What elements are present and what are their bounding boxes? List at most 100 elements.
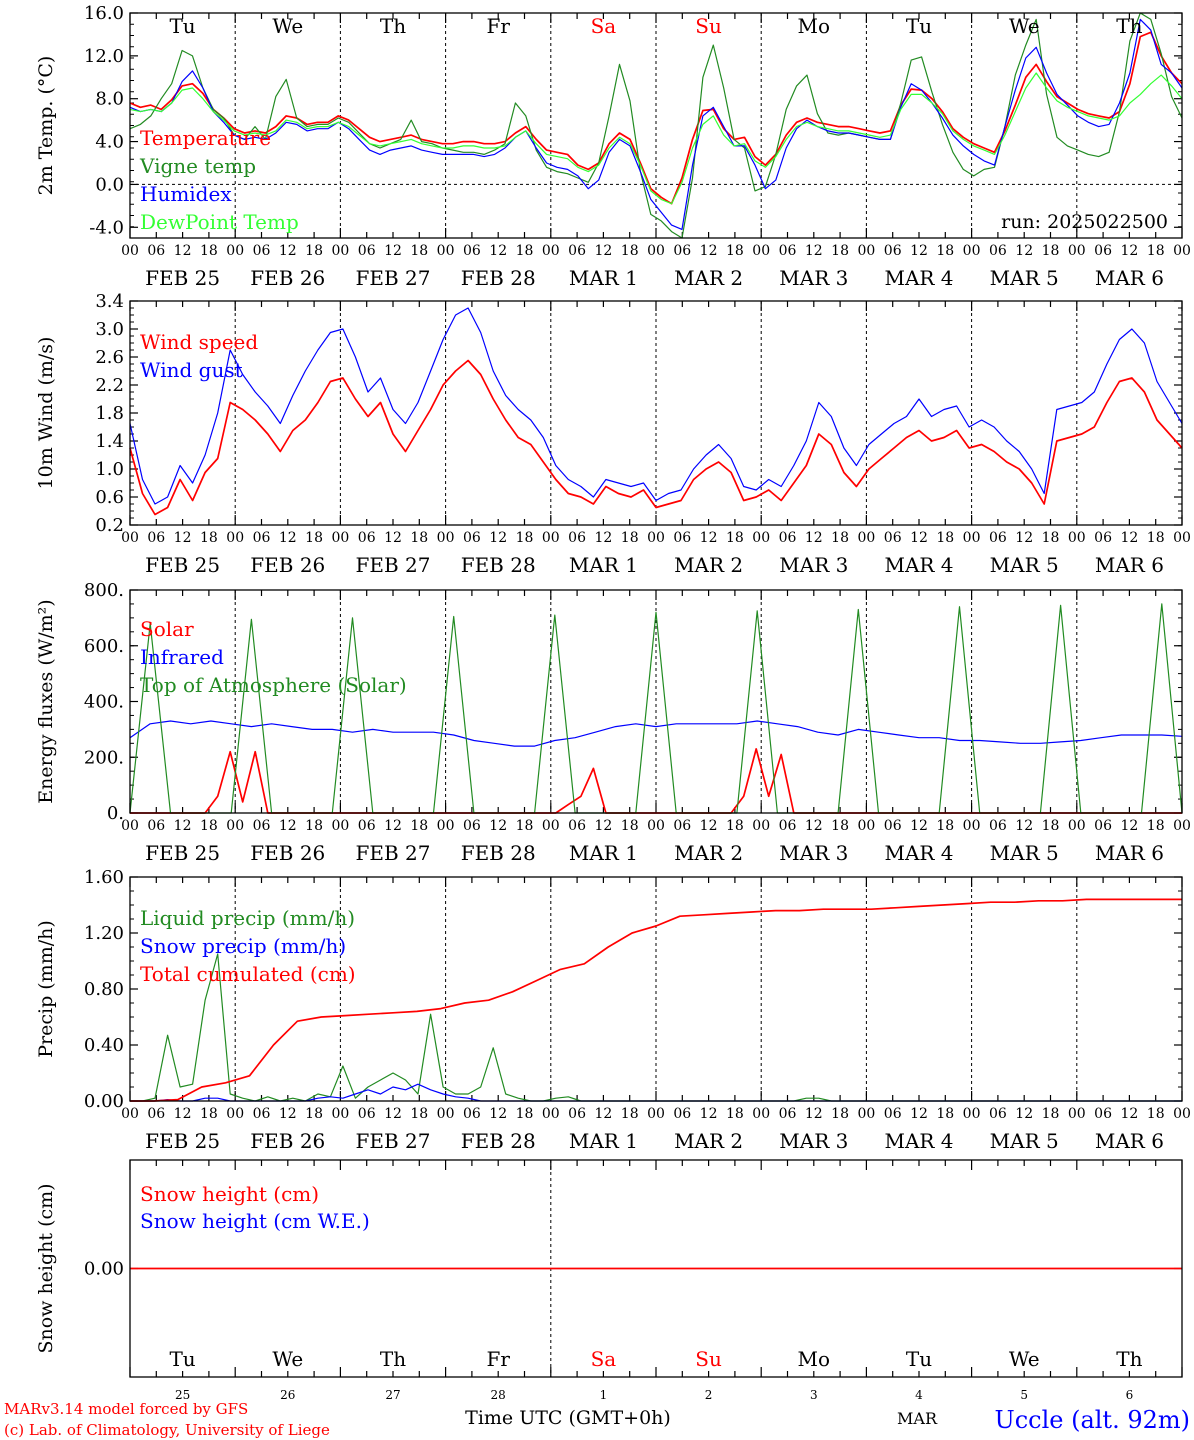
hour-tick-label: 00 xyxy=(963,818,981,834)
hour-tick-label: 06 xyxy=(253,530,271,546)
hour-tick-label: 06 xyxy=(673,1106,691,1122)
date-label: FEB 27 xyxy=(356,1129,431,1153)
y-axis-label: Snow height (cm) xyxy=(35,1183,57,1353)
bottom-day-number: 28 xyxy=(491,1388,506,1402)
hour-tick-label: 06 xyxy=(673,818,691,834)
date-label: MAR 1 xyxy=(569,1129,638,1153)
y-axis-label: Precip (mm/h) xyxy=(35,920,57,1058)
panel-frame xyxy=(129,589,1183,814)
y-axis-label: 2m Temp. (°C) xyxy=(35,56,57,196)
hour-tick-label: 12 xyxy=(805,243,823,259)
hour-tick-label: 06 xyxy=(463,1106,481,1122)
hour-tick-label: 18 xyxy=(831,1106,849,1122)
y-tick-label: 1.4 xyxy=(95,431,124,452)
hour-tick-label: 00 xyxy=(857,1106,875,1122)
hour-tick-label: 12 xyxy=(805,818,823,834)
hour-tick-label: 06 xyxy=(253,243,271,259)
date-label: MAR 5 xyxy=(990,266,1059,290)
hour-tick-label: 00 xyxy=(857,818,875,834)
hour-tick-label: 18 xyxy=(1042,818,1060,834)
hour-tick-label: 18 xyxy=(200,818,218,834)
series-line-total-cumulated-cm- xyxy=(130,898,1182,1102)
hour-tick-label: 00 xyxy=(1173,243,1191,259)
date-label: MAR 6 xyxy=(1095,1129,1164,1153)
hour-tick-label: 12 xyxy=(1015,530,1033,546)
date-label: FEB 26 xyxy=(250,553,325,577)
y-tick-label: 2.6 xyxy=(95,347,124,368)
hour-tick-label: 18 xyxy=(516,1106,534,1122)
hour-tick-label: 12 xyxy=(174,530,192,546)
hour-tick-label: 00 xyxy=(1068,530,1086,546)
y-tick-label: -4.0 xyxy=(89,217,124,238)
y-axis-label: Energy fluxes (W/m²) xyxy=(35,599,57,803)
hour-tick-label: 00 xyxy=(647,530,665,546)
hour-tick-label: 18 xyxy=(1147,530,1165,546)
hour-tick-label: 12 xyxy=(594,243,612,259)
series-line-vigne-temp xyxy=(129,12,1183,239)
hour-tick-label: 18 xyxy=(410,818,428,834)
y-tick-label: 0.00 xyxy=(84,1091,124,1112)
hour-tick-label: 18 xyxy=(831,243,849,259)
hour-tick-label: 00 xyxy=(1068,1106,1086,1122)
hour-tick-label: 00 xyxy=(647,818,665,834)
hour-tick-label: 06 xyxy=(989,530,1007,546)
legend-entry: Humidex xyxy=(140,182,232,206)
day-name-top: Fr xyxy=(486,14,510,38)
legend-entry: Snow height (cm) xyxy=(140,1182,319,1206)
date-label: MAR 3 xyxy=(779,1129,848,1153)
hour-tick-label: 12 xyxy=(594,818,612,834)
y-tick-label: 4.0 xyxy=(95,132,124,153)
series-line-dewpoint-temp xyxy=(129,72,1183,205)
legend-entry: Vigne temp xyxy=(139,154,256,178)
date-label: MAR 4 xyxy=(884,553,953,577)
day-name-bottom: Fr xyxy=(486,1347,510,1371)
day-name-bottom: Su xyxy=(695,1347,722,1371)
hour-tick-label: 12 xyxy=(594,530,612,546)
y-tick-label: 200. xyxy=(84,747,124,768)
hour-tick-label: 12 xyxy=(1120,1106,1138,1122)
date-label: FEB 25 xyxy=(145,553,220,577)
hour-tick-label: 00 xyxy=(437,530,455,546)
y-tick-label: 2.2 xyxy=(95,375,124,396)
series-line-temperature xyxy=(129,31,1183,205)
hour-tick-label: 06 xyxy=(673,243,691,259)
hour-tick-label: 12 xyxy=(279,1106,297,1122)
lab-credit: (c) Lab. of Climatology, University of L… xyxy=(4,1421,330,1439)
hour-tick-label: 18 xyxy=(516,530,534,546)
date-label: MAR 5 xyxy=(990,841,1059,865)
series-line-top-of-atmosphere-solar- xyxy=(129,603,1183,814)
hour-tick-label: 06 xyxy=(779,1106,797,1122)
y-tick-label: 0.2 xyxy=(95,515,124,536)
date-label: FEB 28 xyxy=(461,266,536,290)
hour-tick-label: 00 xyxy=(226,243,244,259)
day-name-top: We xyxy=(1009,14,1040,38)
hour-tick-label: 00 xyxy=(647,1106,665,1122)
y-tick-label: 400. xyxy=(84,692,124,713)
hour-tick-label: 18 xyxy=(726,1106,744,1122)
hour-tick-label: 06 xyxy=(568,243,586,259)
hour-tick-label: 18 xyxy=(1147,818,1165,834)
hour-tick-label: 12 xyxy=(1120,243,1138,259)
y-axis-label: 10m Wind (m/s) xyxy=(35,337,57,490)
hour-tick-label: 00 xyxy=(226,818,244,834)
hour-tick-label: 12 xyxy=(700,243,718,259)
hour-tick-label: 18 xyxy=(936,530,954,546)
date-label: FEB 25 xyxy=(145,1129,220,1153)
hour-tick-label: 00 xyxy=(1068,818,1086,834)
hour-tick-label: 06 xyxy=(989,243,1007,259)
bottom-day-number: 2 xyxy=(705,1388,713,1402)
hour-tick-label: 12 xyxy=(489,243,507,259)
hour-tick-label: 06 xyxy=(884,818,902,834)
hour-tick-label: 18 xyxy=(200,530,218,546)
hour-tick-label: 18 xyxy=(621,530,639,546)
date-label: FEB 28 xyxy=(461,1129,536,1153)
hour-tick-label: 12 xyxy=(700,530,718,546)
y-tick-label: 1.60 xyxy=(84,867,124,888)
bottom-day-number: 3 xyxy=(810,1388,818,1402)
hour-tick-label: 06 xyxy=(568,530,586,546)
series-line-wind-speed xyxy=(129,359,1183,516)
hour-tick-label: 06 xyxy=(568,1106,586,1122)
hour-tick-label: 12 xyxy=(384,530,402,546)
hour-tick-label: 18 xyxy=(305,818,323,834)
series-line-infrared xyxy=(129,720,1183,747)
